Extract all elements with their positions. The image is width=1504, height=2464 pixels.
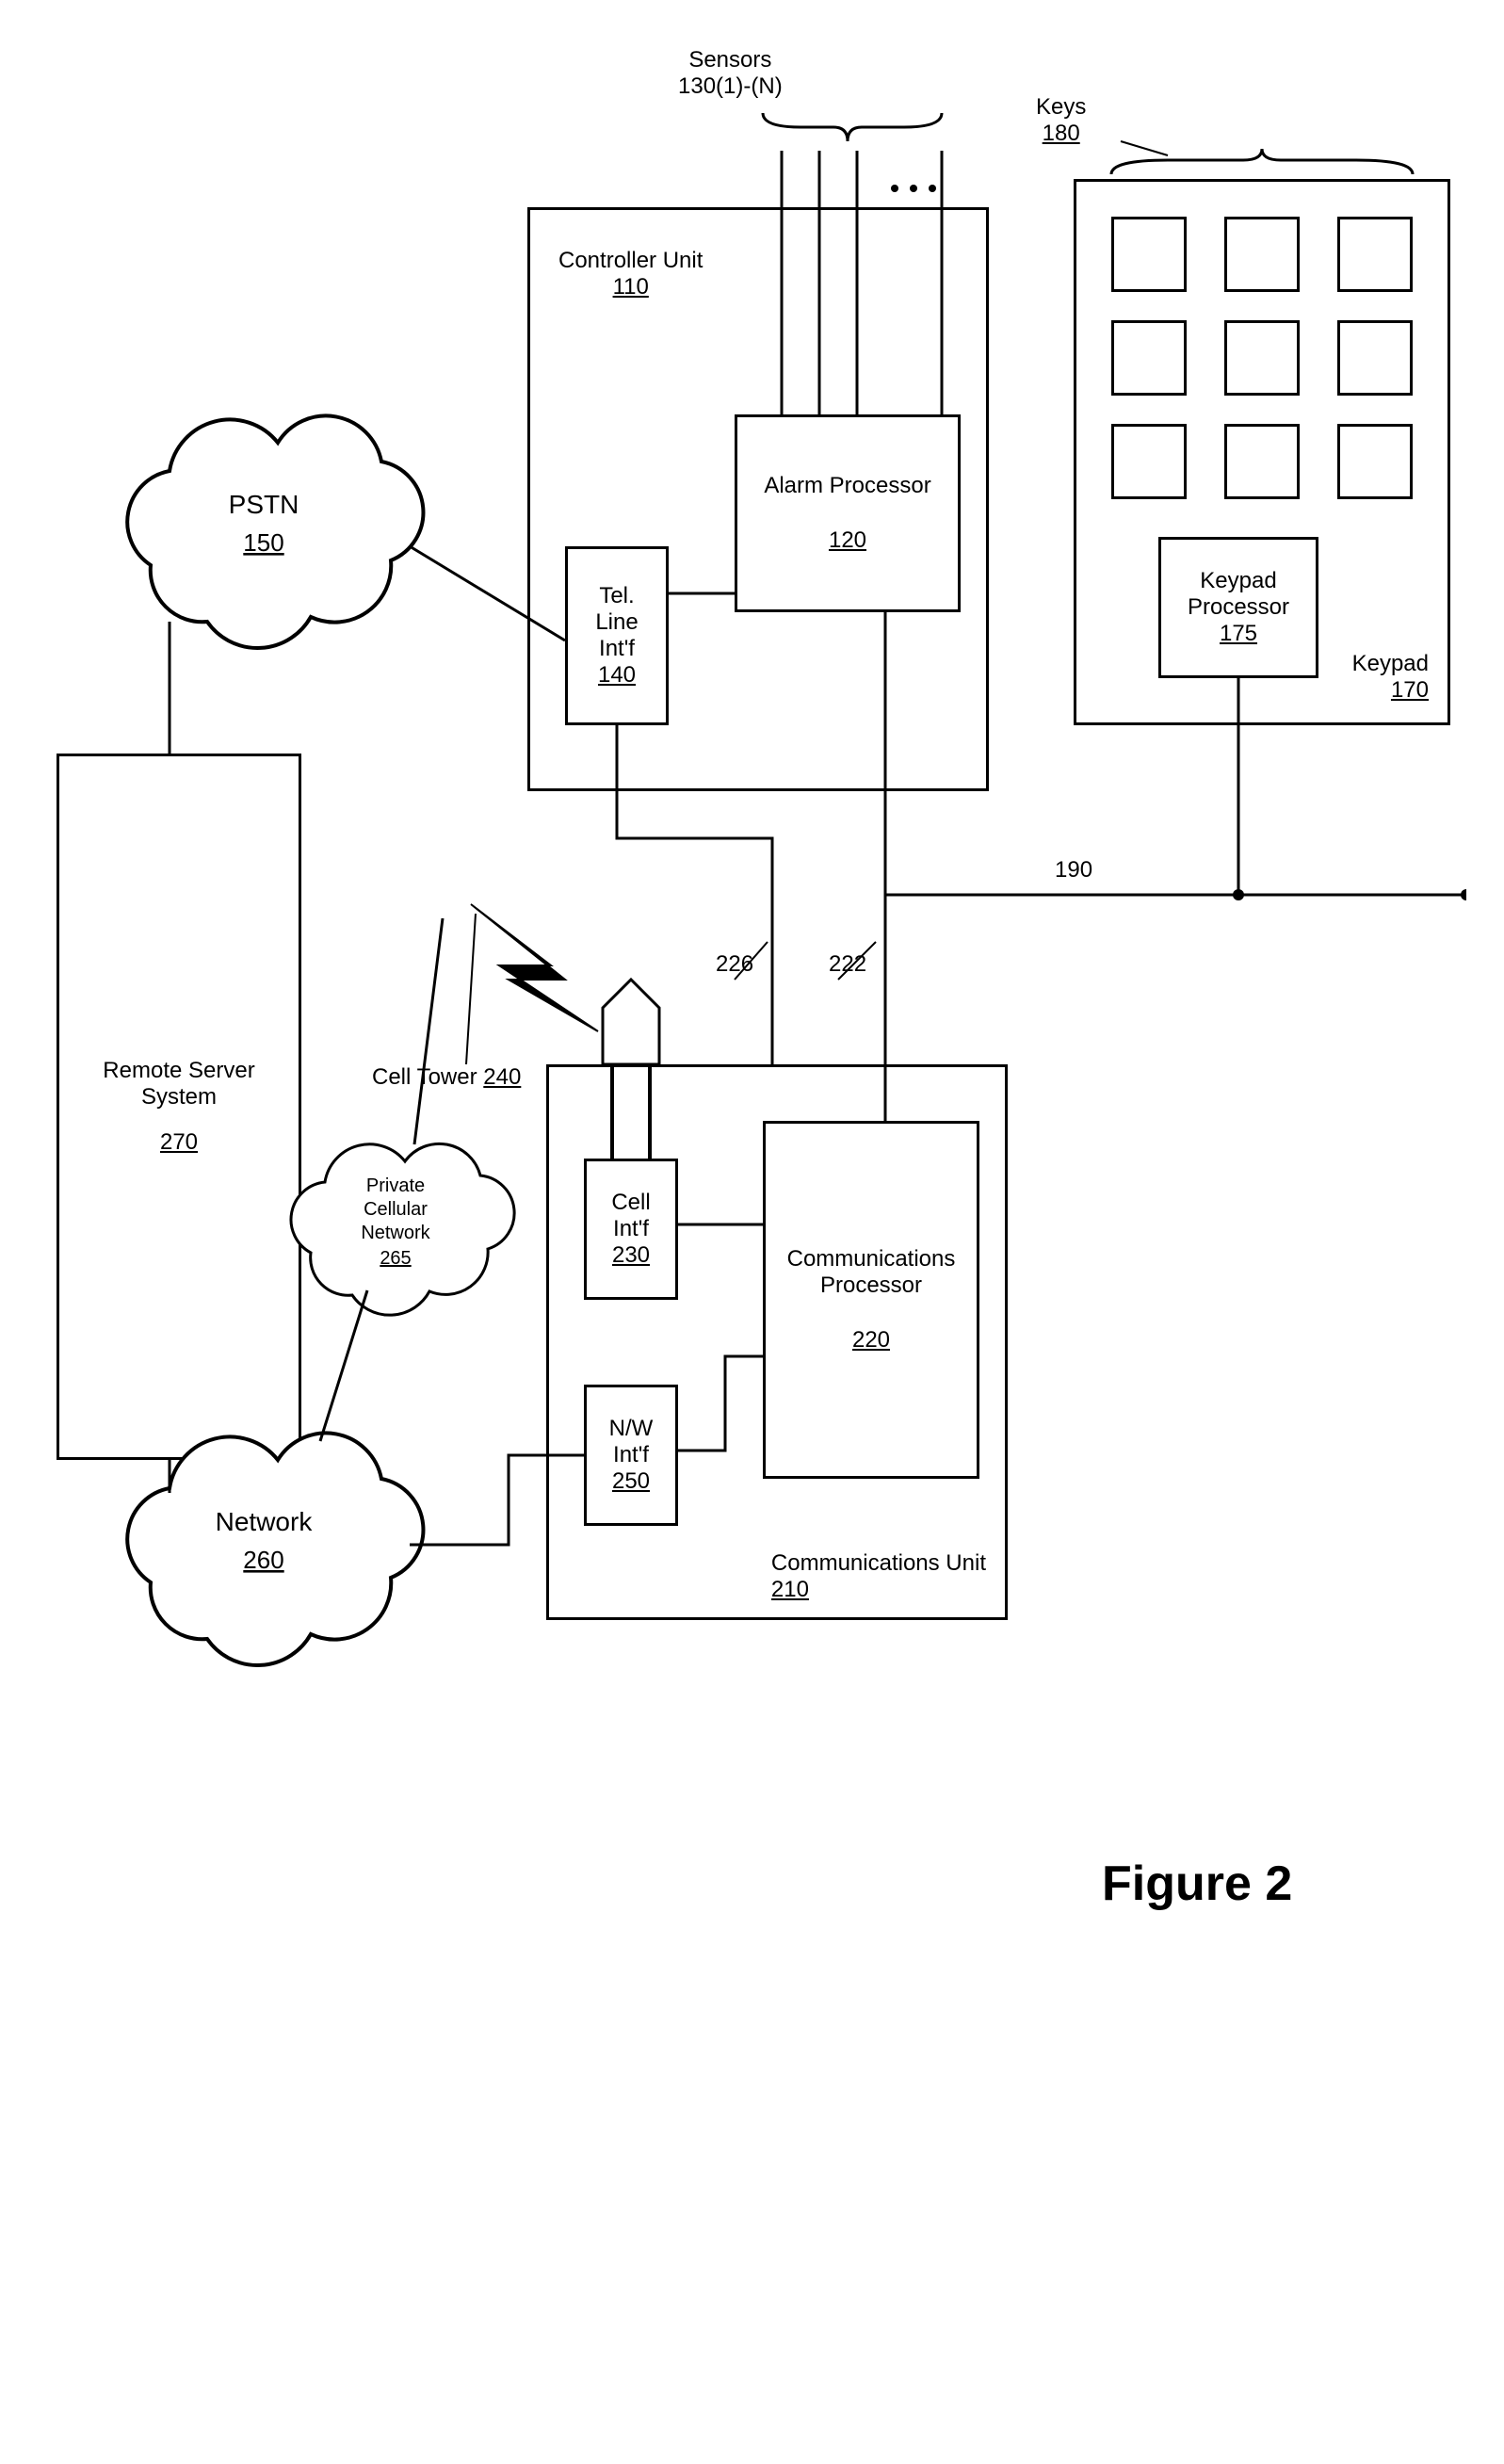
tel-line-intf-label2: Line	[595, 609, 638, 636]
keypad-processor-label1: Keypad	[1200, 568, 1276, 594]
priv-cell-label1: Private	[366, 1175, 425, 1196]
keypad-key	[1224, 424, 1300, 499]
nw-intf-label1: N/W	[609, 1416, 654, 1442]
remote-server-label1: Remote Server	[103, 1058, 254, 1084]
bus-ref: 190	[1055, 857, 1092, 883]
keypad-key	[1111, 424, 1187, 499]
keypad-key	[1337, 217, 1413, 292]
keypad-label-group: Keypad 170	[1352, 651, 1429, 704]
comms-processor-ref: 220	[852, 1327, 890, 1354]
comms-unit-ref: 210	[771, 1577, 809, 1602]
keys-label: Keys	[1036, 94, 1086, 121]
nw-intf-box: N/W Int'f 250	[584, 1385, 678, 1526]
priv-cell-label2: Cellular	[364, 1199, 428, 1220]
priv-cell-cloud: Private Cellular Network 265	[291, 1143, 514, 1315]
comms-processor-label2: Processor	[820, 1273, 922, 1299]
network-cloud: Network 260	[127, 1433, 423, 1665]
keypad-label: Keypad	[1352, 651, 1429, 676]
alarm-processor-label: Alarm Processor	[764, 473, 930, 499]
tel-line-intf-box: Tel. Line Int'f 140	[565, 546, 669, 725]
cell-intf-box: Cell Int'f 230	[584, 1159, 678, 1300]
wire-226-ref: 226	[716, 951, 753, 978]
alarm-processor-ref: 120	[829, 527, 866, 554]
network-label: Network	[216, 1507, 314, 1536]
wire-222-ref: 222	[829, 951, 866, 978]
controller-unit-label-group: Controller Unit 110	[558, 248, 703, 300]
pstn-label: PSTN	[229, 490, 299, 519]
tel-line-intf-label1: Tel.	[599, 583, 634, 609]
diagram-canvas: Sensors 130(1)-(N) Controller Unit 110 A…	[38, 38, 1466, 2426]
keypad-key	[1224, 320, 1300, 396]
pstn-ref: 150	[243, 528, 283, 557]
priv-cell-ref: 265	[380, 1248, 411, 1269]
figure-title: Figure 2	[1102, 1856, 1292, 1912]
keypad-key	[1337, 320, 1413, 396]
keypad-processor-box: Keypad Processor 175	[1158, 537, 1318, 678]
keypad-key	[1111, 320, 1187, 396]
keypad-ref: 170	[1391, 677, 1429, 703]
cell-tower-label-group: Cell Tower 240	[372, 1064, 521, 1091]
remote-server-label2: System	[141, 1084, 217, 1110]
controller-unit-ref: 110	[613, 274, 649, 300]
alarm-processor-box: Alarm Processor 120	[735, 414, 961, 612]
cell-intf-label1: Cell	[611, 1190, 650, 1216]
controller-unit-label: Controller Unit	[558, 248, 703, 273]
keypad-key	[1224, 217, 1300, 292]
keypad-processor-ref: 175	[1220, 621, 1257, 647]
cell-intf-ref: 230	[612, 1242, 650, 1269]
keys-ref: 180	[1036, 121, 1086, 147]
sensors-label: Sensors	[678, 47, 783, 73]
cell-tower-ref: 240	[483, 1064, 521, 1090]
priv-cell-label3: Network	[361, 1223, 430, 1243]
sensors-label-group: Sensors 130(1)-(N)	[678, 47, 783, 100]
keypad-key	[1111, 217, 1187, 292]
comms-unit-label-group: Communications Unit 210	[771, 1550, 986, 1603]
remote-server-box: Remote Server System 270	[57, 754, 301, 1460]
tel-line-intf-ref: 140	[598, 662, 636, 689]
nw-intf-label2: Int'f	[613, 1442, 649, 1468]
sensors-ref: 130(1)-(N)	[678, 73, 783, 100]
cell-intf-label2: Int'f	[613, 1216, 649, 1242]
network-ref: 260	[243, 1546, 283, 1574]
pstn-cloud: PSTN 150	[127, 415, 423, 648]
comms-processor-box: Communications Processor 220	[763, 1121, 979, 1479]
remote-server-ref: 270	[160, 1129, 198, 1156]
keypad-key	[1337, 424, 1413, 499]
tel-line-intf-label3: Int'f	[599, 636, 635, 662]
keypad-processor-label2: Processor	[1188, 594, 1289, 621]
comms-unit-label: Communications Unit	[771, 1550, 986, 1576]
keys-label-group: Keys 180	[1036, 94, 1086, 147]
nw-intf-ref: 250	[612, 1468, 650, 1495]
comms-processor-label1: Communications	[787, 1246, 956, 1273]
cell-tower-label: Cell Tower	[372, 1064, 477, 1090]
